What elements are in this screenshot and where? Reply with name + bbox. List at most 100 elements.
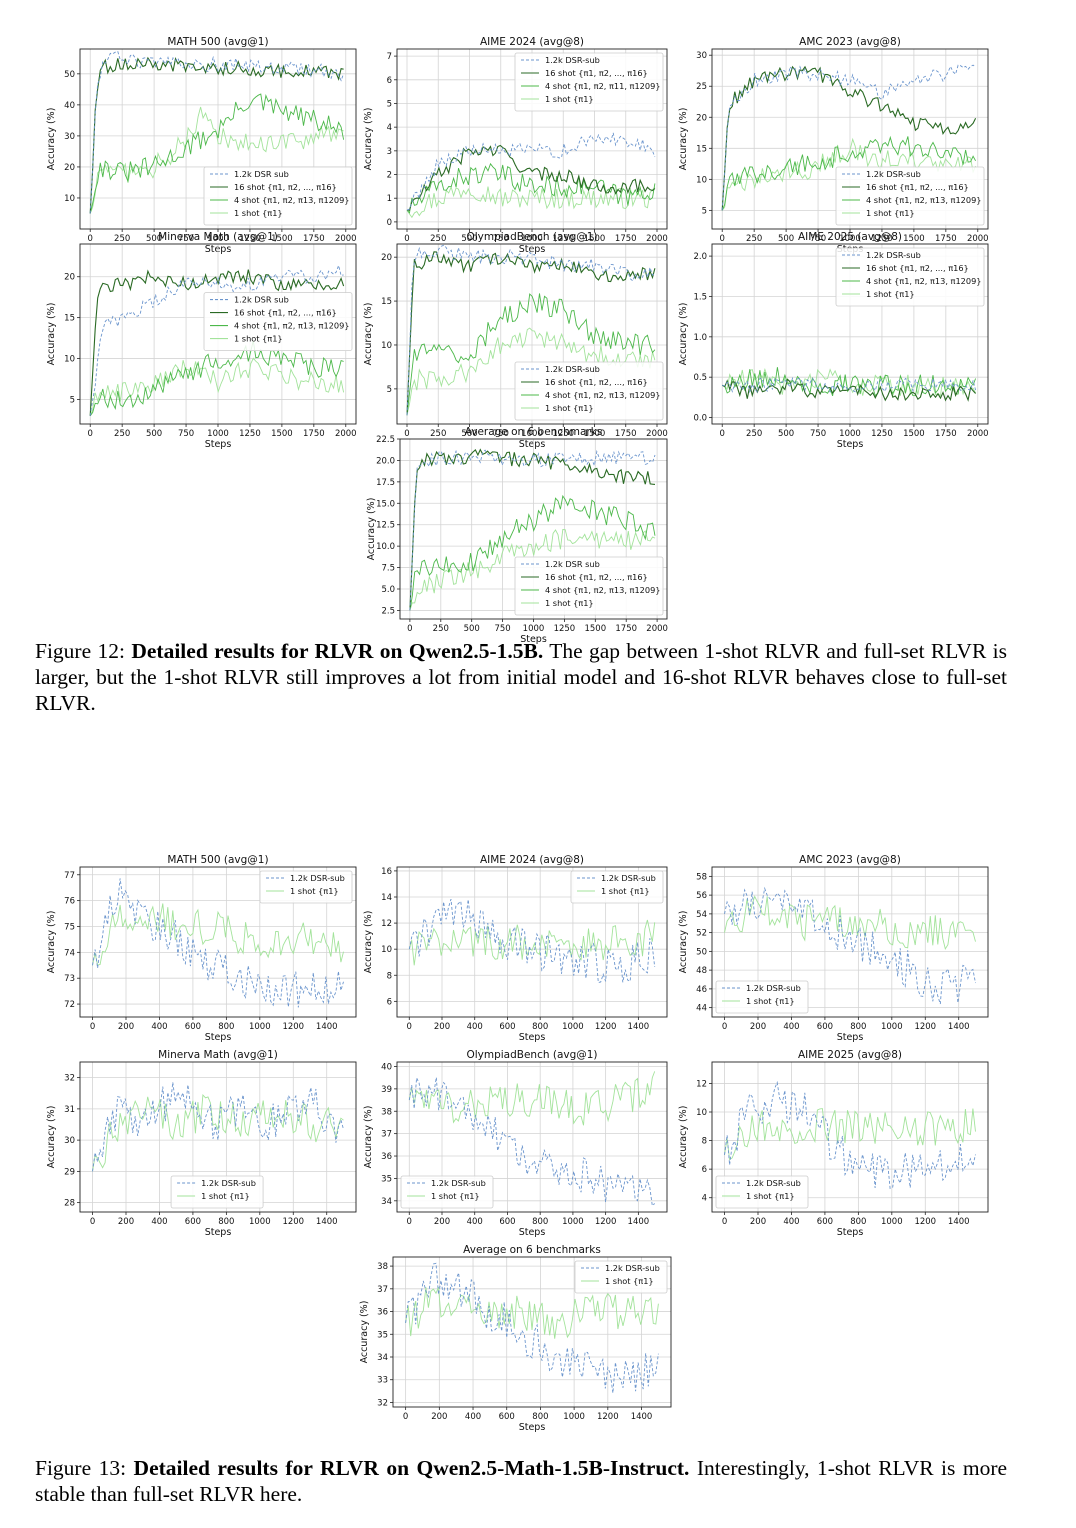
y-tick-label: 28 xyxy=(64,1199,75,1209)
x-tick-label: 1500 xyxy=(584,234,606,244)
legend: 1.2k DSR-sub 16 shot {π1, π2, ..., π16} 4 … xyxy=(514,52,664,112)
y-tick-label: 1.0 xyxy=(693,333,707,343)
x-tick-label: 250 xyxy=(746,234,762,244)
series-line-dsr xyxy=(408,1076,655,1207)
y-tick-label: 2.0 xyxy=(693,252,707,262)
x-tick-label: 1000 xyxy=(521,429,543,439)
legend-box xyxy=(203,166,353,226)
x-tick-label: 0 xyxy=(88,429,93,439)
x-tick-label: 800 xyxy=(532,1217,548,1227)
x-tick-label: 400 xyxy=(467,1217,483,1227)
x-tick-label: 1000 xyxy=(521,234,543,244)
x-tick-label: 1750 xyxy=(303,429,325,439)
legend-entry: 1 shot {π1} xyxy=(601,886,650,896)
x-tick-label: 0 xyxy=(88,234,93,244)
legend: 1.2k DSR sub 16 shot {π1, π2, ..., π16} 4 … xyxy=(514,556,664,616)
x-tick-label: 600 xyxy=(499,1412,515,1422)
x-tick-label: 1500 xyxy=(903,234,925,244)
legend-entry: 4 shot {π1, π2, π13, π1209} xyxy=(866,276,982,286)
x-tick-label: 750 xyxy=(178,429,194,439)
x-tick-label: 600 xyxy=(817,1217,833,1227)
x-tick-label: 1750 xyxy=(935,234,957,244)
y-tick-label: 5 xyxy=(387,385,392,395)
chart-title: Average on 6 benchmarks xyxy=(463,1244,601,1256)
y-tick-label: 44 xyxy=(696,1004,707,1014)
x-tick-label: 1200 xyxy=(282,1217,304,1227)
chart-title: AMC 2023 (avg@8) xyxy=(799,36,901,48)
y-axis-label: Accuracy (%) xyxy=(366,498,377,561)
x-tick-label: 1400 xyxy=(316,1217,338,1227)
legend-entry: 16 shot {π1, π2, ..., π16} xyxy=(234,308,337,318)
y-tick-label: 75 xyxy=(64,922,75,932)
x-tick-label: 1400 xyxy=(948,1217,970,1227)
y-tick-label: 32 xyxy=(64,1074,75,1084)
legend-entry: 1.2k DSR-sub xyxy=(431,1178,486,1188)
y-tick-label: 4 xyxy=(387,123,392,133)
chart-olympiadbench-avg-1: OlympiadBench (avg@1) 0 200 400 600 800 1000 12… xyxy=(363,1049,668,1238)
legend-box xyxy=(574,1260,668,1294)
y-tick-label: 77 xyxy=(64,871,75,881)
y-tick-label: 40 xyxy=(381,1062,392,1072)
x-tick-label: 1000 xyxy=(839,234,861,244)
x-tick-label: 750 xyxy=(178,234,194,244)
figure-12-caption: Figure 12: Detailed results for RLVR on … xyxy=(35,638,1007,716)
x-tick-label: 200 xyxy=(434,1022,450,1032)
series-line-dsr xyxy=(408,898,656,984)
y-tick-label: 5 xyxy=(387,99,392,109)
y-axis-label: Accuracy (%) xyxy=(678,1106,689,1169)
series-line-s4 xyxy=(722,367,977,397)
y-tick-label: 73 xyxy=(64,974,75,984)
x-tick-label: 1000 xyxy=(562,1217,584,1227)
series-line-s1 xyxy=(409,529,656,611)
series-line-s1 xyxy=(92,1093,344,1172)
series-line-dsr xyxy=(724,886,976,1005)
figure-13-caption: Figure 13: Detailed results for RLVR on … xyxy=(35,1455,1007,1507)
series-line-s1 xyxy=(724,895,976,951)
chart-olympiadbench-avg-1: OlympiadBench (avg@1) 0 250 500 750 1000 1250 1… xyxy=(363,231,668,450)
x-tick-label: 1000 xyxy=(839,429,861,439)
y-tick-label: 6 xyxy=(702,1165,707,1175)
figure-13: MATH 500 (avg@1) 0 200 400 600 800 1000 1200 140… xyxy=(0,846,1076,1446)
x-tick-label: 750 xyxy=(493,429,509,439)
y-tick-label: 58 xyxy=(696,872,707,882)
x-tick-label: 1750 xyxy=(615,429,637,439)
x-tick-label: 1200 xyxy=(914,1022,936,1032)
x-tick-label: 800 xyxy=(218,1217,234,1227)
y-tick-label: 4 xyxy=(702,1194,707,1204)
x-tick-label: 1750 xyxy=(303,234,325,244)
x-tick-label: 1250 xyxy=(552,234,574,244)
x-tick-label: 600 xyxy=(817,1022,833,1032)
x-tick-label: 500 xyxy=(778,234,794,244)
y-tick-label: 56 xyxy=(696,891,707,901)
series-line-dsr xyxy=(405,1262,659,1394)
y-tick-label: 1.5 xyxy=(693,292,707,302)
y-tick-label: 15 xyxy=(381,297,392,307)
x-tick-label: 800 xyxy=(218,1022,234,1032)
y-axis-label: Accuracy (%) xyxy=(363,108,374,171)
x-tick-label: 1250 xyxy=(871,429,893,439)
chart-title: AIME 2024 (avg@8) xyxy=(480,854,584,866)
x-tick-label: 1400 xyxy=(628,1022,650,1032)
legend-entry: 4 shot {π1, π2, π13, π1209} xyxy=(234,195,350,205)
x-tick-label: 500 xyxy=(461,429,477,439)
y-tick-label: 52 xyxy=(696,929,707,939)
y-tick-label: 5 xyxy=(70,395,75,405)
x-tick-label: 500 xyxy=(146,429,162,439)
y-axis-label: Accuracy (%) xyxy=(678,108,689,171)
legend-entry: 1 shot {π1} xyxy=(234,334,283,344)
y-tick-label: 15 xyxy=(64,314,75,324)
chart-title: Minerva Math (avg@1) xyxy=(158,1049,278,1061)
x-tick-label: 800 xyxy=(850,1022,866,1032)
x-tick-label: 800 xyxy=(532,1412,548,1422)
y-tick-label: 74 xyxy=(64,948,75,958)
legend-box xyxy=(400,1175,494,1209)
y-tick-label: 6 xyxy=(387,997,392,1007)
x-tick-label: 200 xyxy=(118,1217,134,1227)
x-axis-label: Steps xyxy=(205,1227,232,1238)
y-tick-label: 5 xyxy=(702,206,707,216)
x-tick-label: 0 xyxy=(404,429,409,439)
y-axis-label: Accuracy (%) xyxy=(46,1106,57,1169)
x-tick-label: 400 xyxy=(783,1217,799,1227)
y-tick-label: 37 xyxy=(377,1285,388,1295)
figure-12-caption-bold: Detailed results for RLVR on Qwen2.5-1.5… xyxy=(131,639,544,663)
